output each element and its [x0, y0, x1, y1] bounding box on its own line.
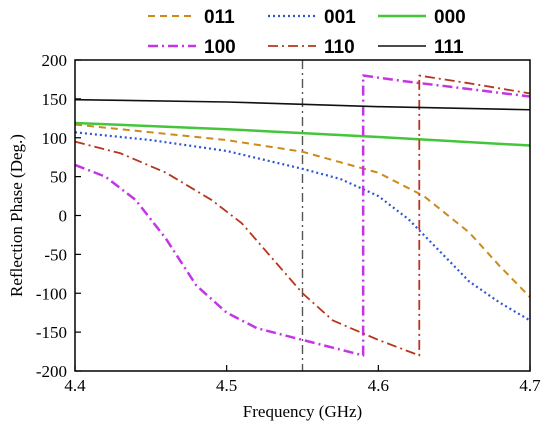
- y-tick-label: -100: [36, 284, 67, 303]
- x-tick-label: 4.5: [216, 376, 237, 395]
- legend-label: 111: [434, 37, 464, 58]
- legend: 011 001 000 100 110 111: [148, 7, 466, 58]
- y-axis-label: Reflection Phase (Deg.): [7, 134, 26, 297]
- y-tick-label: 100: [42, 129, 68, 148]
- y-tick-label: 150: [42, 90, 68, 109]
- series-line-001: [74, 131, 531, 322]
- x-tick-label: 4.6: [368, 376, 389, 395]
- legend-label: 100: [204, 37, 236, 58]
- legend-label: 011: [204, 7, 235, 28]
- legend-item-011: 011: [148, 7, 235, 28]
- y-tick-label: -150: [36, 323, 67, 342]
- x-tick-label: 4.4: [64, 376, 86, 395]
- legend-item-110: 110: [268, 37, 355, 58]
- legend-label: 110: [324, 37, 355, 58]
- legend-item-001: 001: [268, 7, 356, 28]
- plot-lines: [74, 60, 531, 371]
- y-tick-label: -200: [36, 362, 67, 381]
- y-tick-label: 0: [59, 207, 68, 226]
- series-line-100: [74, 74, 531, 357]
- legend-item-111: 111: [378, 37, 464, 58]
- series-line-011: [74, 123, 531, 298]
- legend-item-100: 100: [148, 37, 236, 58]
- legend-item-000: 000: [378, 7, 466, 28]
- y-tick-label: 200: [42, 51, 68, 70]
- legend-label: 001: [324, 7, 356, 28]
- y-tick-label: 50: [50, 168, 67, 187]
- series-line-110: [74, 74, 531, 357]
- series-line-111: [74, 98, 531, 111]
- series-line-000: [74, 121, 531, 147]
- legend-label: 000: [434, 7, 466, 28]
- x-tick-label: 4.7: [519, 376, 541, 395]
- y-tick-label: -50: [44, 245, 67, 264]
- axes: 4.4 4.5 4.6 4.7 200 150 100 50 0 -50 -100 -150 -200: [36, 51, 541, 395]
- x-axis-label: Frequency (GHz): [243, 402, 362, 421]
